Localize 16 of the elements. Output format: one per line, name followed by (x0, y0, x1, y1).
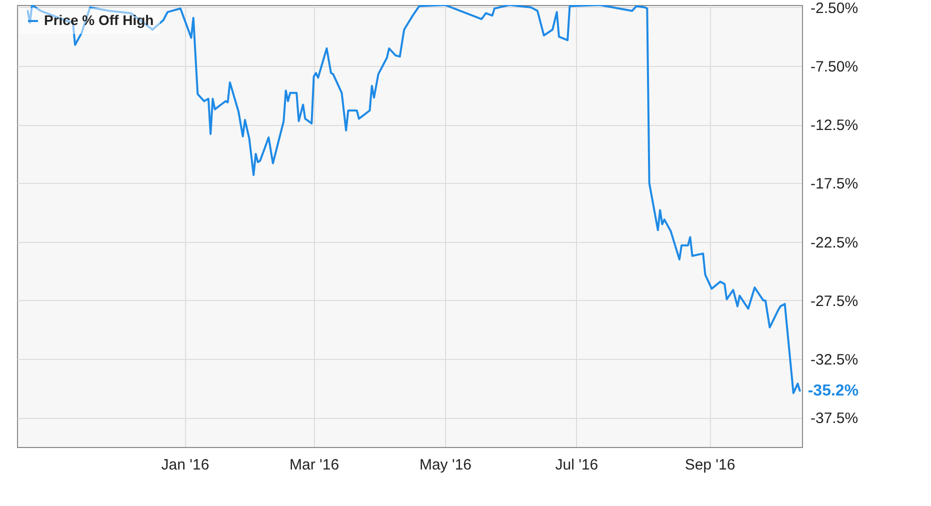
legend-label: Price % Off High (44, 12, 154, 28)
x-tick-label: Mar '16 (290, 456, 340, 474)
y-tick-label: -7.50% (810, 58, 858, 76)
x-tick-label: Jul '16 (555, 456, 598, 474)
x-tick-label: Sep '16 (684, 456, 736, 474)
x-tick-label: Jan '16 (161, 456, 210, 474)
line-series (26, 5, 801, 394)
y-tick-label: -37.5% (810, 410, 858, 428)
y-tick-label: -2.50% (810, 0, 858, 17)
y-tick-label: -17.5% (810, 176, 858, 193)
y-tick-label: -22.5% (810, 234, 858, 252)
annotation: -35.2% (808, 382, 859, 400)
y-tick-label: -12.5% (810, 117, 858, 134)
y-tick-label: -27.5% (810, 292, 858, 310)
x-tick-label: May '16 (419, 456, 472, 474)
y-tick-label: -32.5% (810, 352, 858, 369)
